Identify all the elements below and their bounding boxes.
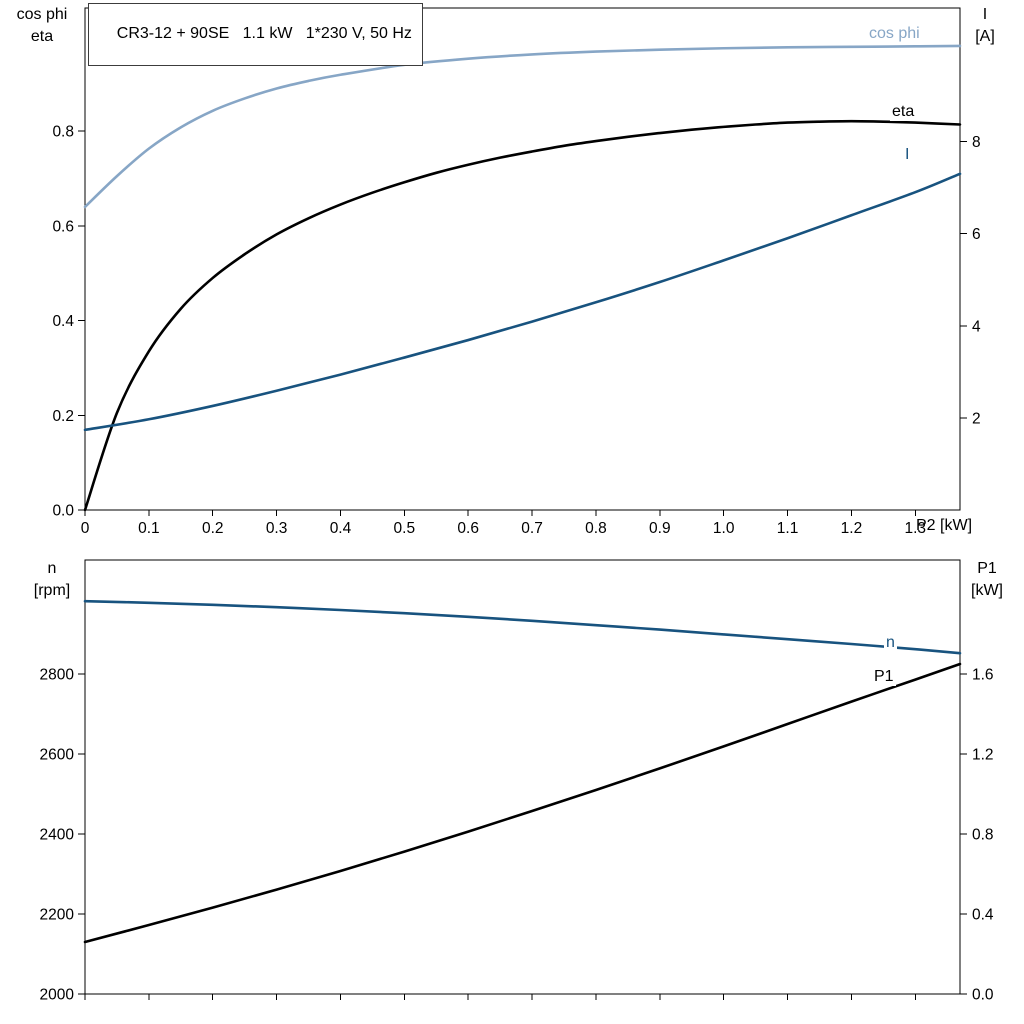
left-tick-label: 0.6 xyxy=(52,218,74,235)
left-axis-title-top-chart: cos phi eta xyxy=(2,4,82,48)
x-tick-label: 0.8 xyxy=(585,520,607,537)
plot-frame xyxy=(84,7,961,511)
right-axis-title-top-chart: I [A] xyxy=(953,4,1017,48)
curve-cos-phi xyxy=(83,44,962,209)
left-tick-label: 0.0 xyxy=(52,503,74,520)
x-tick-label: 1.3 xyxy=(905,520,927,537)
right-tick-label: 0.0 xyxy=(972,987,994,1004)
x-tick-label: 0.1 xyxy=(138,520,160,537)
left-tick-label: 2800 xyxy=(40,667,75,684)
plot-top: 0 0.1 0.2 0.3 0.4 0.5 0.6 0.7 0.8 0.9 1.0 1.1 1.2 1.3… xyxy=(52,7,981,537)
right-tick-label: 0.8 xyxy=(972,827,994,844)
x-tick-label: 0.3 xyxy=(266,520,288,537)
x-tick-label: 0.2 xyxy=(202,520,224,537)
right-axis-title-bottom-chart: P1 [kW] xyxy=(955,558,1019,602)
x-tick-label: 0 xyxy=(81,520,90,537)
x-tick-label: 1.2 xyxy=(841,520,863,537)
left-tick-label: 0.2 xyxy=(52,408,74,425)
curve-label-cos-phi: cos phi xyxy=(867,25,922,43)
axis-title-current: I xyxy=(982,6,988,23)
curve-label-eta: eta xyxy=(890,103,917,121)
left-tick-label: 0.4 xyxy=(52,313,74,330)
curve-I xyxy=(83,172,962,432)
left-axis-title-bottom-chart: n [rpm] xyxy=(10,558,94,602)
left-tick-label: 2600 xyxy=(40,747,75,764)
curve-label-current: I xyxy=(903,146,912,164)
plot-bottom: 2000 2200 2400 2600 2800 0.0 0.4 0.8 1.2 1.6 xyxy=(40,559,994,1004)
x-tick-label: 0.4 xyxy=(330,520,352,537)
right-tick-label: 0.4 xyxy=(972,907,994,924)
x-axis-title: P2 [kW] xyxy=(916,517,973,534)
chart-title-box: CR3-12 + 90SE 1.1 kW 1*230 V, 50 Hz xyxy=(88,3,423,66)
x-tick-label: 1.1 xyxy=(777,520,799,537)
x-tick-label: 0.5 xyxy=(394,520,416,537)
axis-title-eta: eta xyxy=(30,28,54,45)
plot-frame xyxy=(84,559,961,995)
right-tick-label: 1.6 xyxy=(972,667,994,684)
right-tick-label: 8 xyxy=(972,134,981,151)
axis-title-power: P1 xyxy=(977,560,997,577)
curve-eta xyxy=(83,119,962,512)
left-tick-label: 0.8 xyxy=(52,124,74,141)
axis-title-current-unit: [A] xyxy=(975,28,995,45)
axis-title-power-unit: [kW] xyxy=(971,582,1003,599)
curve-label-speed: n xyxy=(884,634,897,652)
right-tick-label: 1.2 xyxy=(972,747,994,764)
right-tick-label: 6 xyxy=(972,226,981,243)
curve-label-power: P1 xyxy=(872,668,896,686)
chart-title: CR3-12 + 90SE 1.1 kW 1*230 V, 50 Hz xyxy=(116,25,412,42)
x-tick-label: 1.0 xyxy=(713,520,735,537)
right-tick-label: 4 xyxy=(972,318,981,335)
x-tick-label: 0.7 xyxy=(521,520,543,537)
axis-title-cos-phi: cos phi xyxy=(16,6,68,23)
left-tick-label: 2400 xyxy=(40,827,75,844)
curve-n xyxy=(83,599,962,655)
x-tick-label: 0.6 xyxy=(457,520,479,537)
x-tick-label: 0.9 xyxy=(649,520,671,537)
curve-P1 xyxy=(83,662,962,944)
axis-title-speed: n xyxy=(47,560,57,577)
left-tick-label: 2000 xyxy=(40,987,75,1004)
left-tick-label: 2200 xyxy=(40,907,75,924)
axis-title-speed-unit: [rpm] xyxy=(33,582,71,599)
right-tick-label: 2 xyxy=(972,410,981,427)
